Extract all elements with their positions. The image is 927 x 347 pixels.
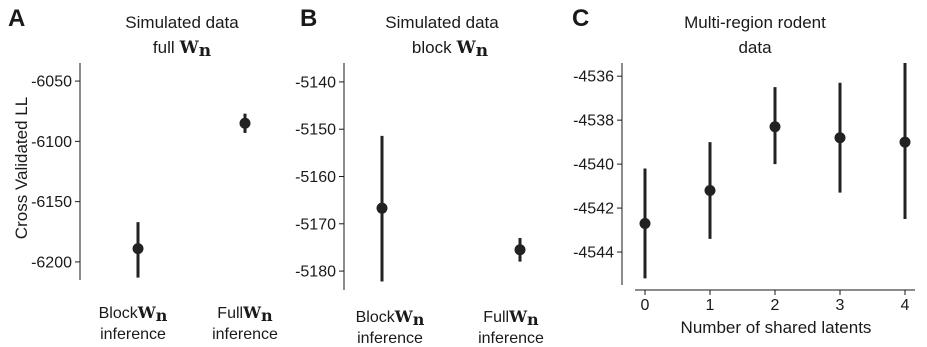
panel-b-category-label-1-line2: inference: [478, 330, 544, 347]
panel-c-y-ticks: -4536 -4538 -4540 -4542 -4544: [573, 69, 622, 262]
panel-b-y-tick-label-1: -5150: [295, 122, 336, 139]
panel-b-y-tick-label-0: -5140: [295, 74, 336, 91]
panel-a-category-label-0: BlockWn: [99, 303, 168, 325]
panel-a-title-line1: Simulated data: [125, 13, 239, 32]
panel-b-category-label-0-line2: inference: [357, 330, 423, 347]
panel-b-y-tick-label-2: -5160: [295, 169, 336, 186]
panel-c-point-0: [639, 217, 651, 229]
panel-a: A Simulated data full Wn -6050-6100-6150-…: [8, 5, 278, 343]
panel-a-y-tick-label-2: -6150: [31, 194, 72, 211]
panel-b: B Simulated data block Wn -5140 -5150 -5160…: [295, 5, 544, 347]
panel-c-x-tick-label-4: 4: [901, 297, 910, 314]
panel-b-point-0: [376, 202, 388, 214]
panel-letter-b: B: [300, 5, 317, 32]
y-axis-label: Cross Validated LL: [12, 97, 31, 239]
panel-a-y-tick-label-0: -6050: [31, 74, 72, 91]
panel-b-marks: [376, 135, 526, 282]
panel-b-category-label-1: FullWn: [483, 307, 539, 329]
panel-c-y-tick-label-0: -4536: [573, 69, 614, 86]
panel-a-marks: [132, 113, 251, 278]
panel-c-title-line1: Multi-region rodent: [684, 13, 826, 32]
panel-c-y-tick-label-1: -4538: [573, 113, 614, 130]
panel-c-x-ticks: 0 1 2 3 4: [641, 290, 910, 314]
panel-b-x-labels: BlockWn inference FullWn inference: [356, 307, 544, 347]
panel-b-y-tick-label-4: -5180: [295, 264, 336, 281]
panel-b-point-1: [514, 244, 526, 256]
panel-a-category-label-1: FullWn: [217, 303, 273, 325]
panel-a-category-label-0-line2: inference: [100, 326, 166, 343]
panel-b-title-line1: Simulated data: [385, 13, 499, 32]
panel-b-y-ticks: -5140 -5150 -5160 -5170 -5180: [295, 74, 344, 281]
panel-a-title-line2: full Wn: [153, 38, 211, 61]
panel-c-y-tick-label-4: -4544: [573, 245, 614, 262]
panel-c-point-2: [769, 121, 781, 133]
panel-b-y-tick-label-3: -5170: [295, 216, 336, 233]
panel-c-y-tick-label-3: -4542: [573, 201, 614, 218]
panel-c-marks: [639, 63, 911, 279]
panel-a-y-ticks: -6050 -6100 -6150 -6200: [31, 74, 80, 271]
panel-c-x-tick-label-2: 2: [771, 297, 780, 314]
panel-c: C Multi-region rodent data -4536-4538-45…: [572, 5, 915, 337]
panel-b-title-line2: block Wn: [412, 38, 488, 61]
panel-c-x-tick-label-1: 1: [706, 297, 715, 314]
panel-a-x-labels: BlockWn inference FullWn inference: [99, 303, 278, 343]
panel-a-point-0: [132, 243, 144, 255]
panel-letter-c: C: [572, 5, 589, 32]
panel-b-category-label-0: BlockWn: [356, 307, 425, 329]
panel-letter-a: A: [8, 5, 25, 32]
panel-c-y-tick-label-2: -4540: [573, 157, 614, 174]
panel-c-x-axis-label: Number of shared latents: [681, 318, 872, 337]
panel-c-point-1: [704, 184, 716, 196]
panel-a-y-tick-label-3: -6200: [31, 254, 72, 271]
panel-a-y-tick-label-1: -6100: [31, 134, 72, 151]
panel-c-title-line2: data: [738, 38, 772, 57]
panel-c-x-tick-label-3: 3: [836, 297, 845, 314]
panel-c-point-4: [899, 136, 911, 148]
panel-c-x-tick-label-0: 0: [641, 297, 650, 314]
panel-a-point-1: [239, 117, 251, 129]
panel-a-category-label-1-line2: inference: [212, 326, 278, 343]
panel-c-point-3: [834, 132, 846, 144]
